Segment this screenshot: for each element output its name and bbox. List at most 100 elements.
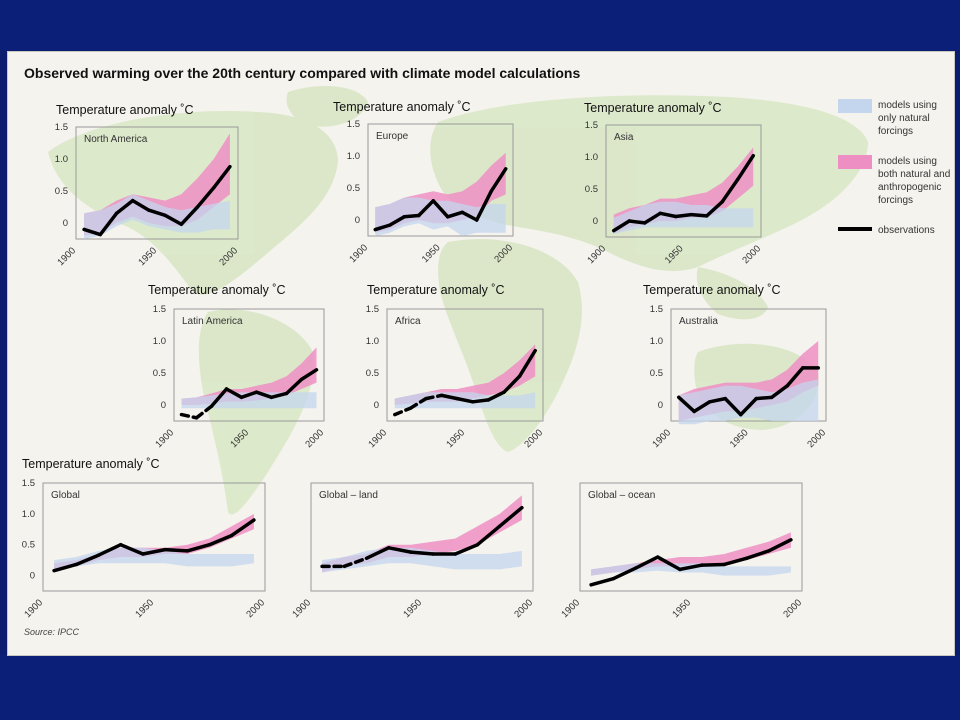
- observation-segment: [489, 167, 508, 193]
- x-tick-label: 1900: [347, 242, 370, 265]
- observation-segment: [627, 219, 647, 225]
- observation-segment: [658, 211, 678, 219]
- observation-segment: [409, 550, 435, 556]
- observation-segment: [179, 205, 200, 227]
- x-tick-label: 2000: [805, 427, 828, 450]
- chart-global-ocean: Global – ocean 1900 1950 2000: [559, 482, 804, 620]
- observation-segment: [655, 555, 682, 572]
- x-tick-label: 1900: [650, 427, 673, 450]
- observation-segment: [239, 390, 259, 400]
- observation-segment: [455, 396, 475, 404]
- observation-segment: [269, 391, 289, 400]
- x-tick-label: 2000: [740, 243, 763, 266]
- observation-segment: [689, 212, 709, 218]
- observation-segment: [195, 186, 216, 209]
- observation-segment: [460, 210, 479, 222]
- observation-segment: [254, 390, 274, 400]
- observation-segment: [722, 556, 749, 567]
- y-tick-label: 0.5: [55, 186, 68, 197]
- map-europe-asia: [430, 95, 868, 272]
- observation-segment: [611, 566, 638, 581]
- y-axis-label: Temperature anomaly ˚C: [333, 100, 471, 114]
- chart-frame: [386, 308, 544, 422]
- observation-segment: [118, 542, 145, 556]
- observation-segment: [446, 210, 464, 219]
- map-south-america: [198, 309, 314, 515]
- observation-segment: [209, 387, 229, 409]
- x-tick-label: 1900: [559, 597, 582, 620]
- y-tick-label: 0: [63, 218, 68, 229]
- chart-frame: [670, 308, 827, 422]
- chart-global: Global 1.5 1.0 0.5 0 1900 1950 2000 Temperature …: [22, 457, 267, 620]
- figure-panel: Observed warming over the 20th century c…: [7, 51, 955, 656]
- chart-frame: [173, 308, 325, 422]
- observation-segment: [98, 211, 119, 237]
- observation-segment: [633, 555, 660, 570]
- observation-segment: [373, 223, 392, 232]
- y-tick-label: 0.5: [650, 368, 663, 379]
- slide-bottom-bar: [0, 655, 960, 720]
- y-tick-label: 0.5: [22, 540, 35, 551]
- observation-segment: [163, 213, 184, 227]
- y-axis-label: Temperature anomaly ˚C: [643, 283, 781, 297]
- observation-segment: [736, 153, 755, 182]
- observation-segment: [194, 404, 214, 420]
- observation-segment: [364, 546, 391, 561]
- y-tick-label: 1.0: [585, 152, 598, 163]
- observation-segment: [708, 396, 727, 404]
- observation-segment: [739, 396, 758, 417]
- natural-forcings-band: [84, 194, 230, 239]
- region-label: Global – ocean: [588, 490, 655, 501]
- natural-forcings-band: [375, 197, 506, 236]
- slide-top-bar: [0, 0, 960, 50]
- observation-segment: [677, 395, 696, 414]
- natural-forcings-band: [613, 201, 754, 234]
- region-label: Europe: [376, 131, 409, 142]
- observation-segment: [130, 198, 151, 212]
- observation-segment: [785, 366, 805, 388]
- y-tick-label: 1.0: [650, 336, 663, 347]
- x-tick-label: 1950: [444, 427, 467, 450]
- y-axis-label: Temperature anomaly ˚C: [584, 101, 722, 115]
- y-tick-label: 1.5: [347, 119, 360, 130]
- y-tick-label: 0: [161, 400, 166, 411]
- both-forcings-band: [181, 347, 317, 405]
- observation-segment: [439, 393, 459, 401]
- x-tick-label: 1950: [401, 597, 424, 620]
- world-map-background: [48, 86, 868, 515]
- y-axis-label: Temperature anomaly ˚C: [22, 457, 160, 471]
- y-tick-label: 1.0: [347, 151, 360, 162]
- observation-segment: [643, 211, 662, 225]
- observation-segment: [517, 348, 537, 378]
- chart-frame: [605, 124, 762, 238]
- chart-frame: [42, 482, 266, 592]
- observation-segment: [229, 518, 256, 538]
- x-tick-label: 2000: [244, 597, 267, 620]
- observation-segment: [766, 538, 793, 553]
- y-tick-label: 1.0: [22, 509, 35, 520]
- observation-segment: [720, 177, 740, 204]
- source-note: Source: IPCC: [24, 627, 80, 637]
- y-tick-label: 1.0: [55, 154, 68, 165]
- region-label: Global – land: [319, 490, 378, 501]
- y-tick-label: 0: [30, 571, 35, 582]
- y-tick-label: 0.5: [347, 183, 360, 194]
- observation-segment: [471, 398, 491, 404]
- observation-segment: [475, 524, 502, 547]
- x-tick-label: 1900: [366, 427, 389, 450]
- region-label: Africa: [395, 316, 421, 327]
- observation-segment: [502, 374, 522, 394]
- y-tick-label: 1.0: [153, 336, 166, 347]
- y-tick-label: 0.5: [153, 368, 166, 379]
- legend-both-line-1: models using: [878, 156, 937, 167]
- observation-segment: [678, 563, 704, 572]
- y-axis-label: Temperature anomaly ˚C: [367, 283, 505, 297]
- map-africa: [438, 238, 582, 452]
- both-forcings-band: [394, 344, 536, 405]
- observation-segment: [284, 377, 304, 396]
- observation-segment: [475, 189, 493, 222]
- y-tick-label: 1.5: [22, 478, 35, 489]
- y-tick-label: 0: [355, 215, 360, 226]
- observation-segment: [147, 208, 167, 218]
- legend-observations-label: observations: [878, 225, 935, 236]
